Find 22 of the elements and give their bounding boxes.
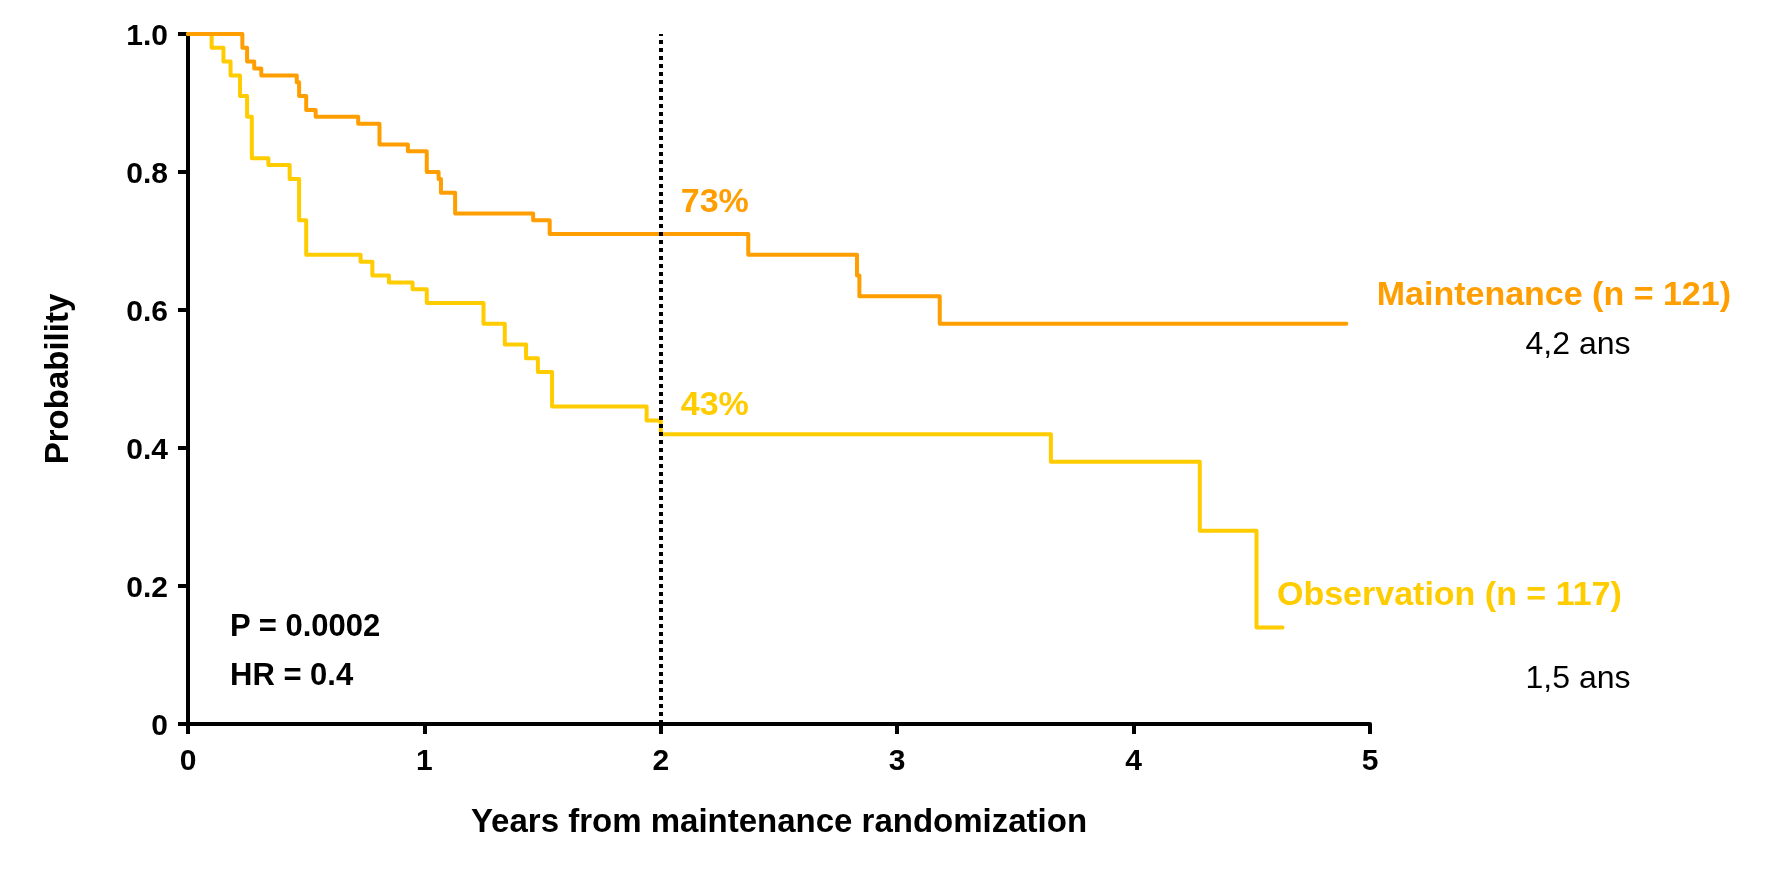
series-label: Maintenance (n = 121) [1376,274,1731,312]
y-tick-label: 0.2 [126,569,168,603]
annotation: P = 0.0002 [230,607,381,643]
y-tick-label: 0 [151,707,168,741]
y-axis-title: Probability [38,293,75,465]
x-tick-label: 0 [179,742,197,776]
x-tick-label: 5 [1361,742,1379,776]
text: 4,2 ans [1525,325,1631,361]
annotation: HR = 0.4 [230,656,354,692]
y-tick-label: 0.6 [126,293,168,327]
y-tick-label: 0.8 [126,155,168,189]
y-tick-label: 0.4 [126,431,169,465]
x-tick-label: 3 [888,742,906,776]
x-tick-label: 4 [1125,742,1143,776]
annotation: 43% [680,384,749,423]
x-tick-label: 2 [652,742,670,776]
y-tick-label: 1.0 [126,17,168,51]
annotation: 73% [680,181,749,220]
text: 1,5 ans [1525,659,1631,695]
x-axis-title: Years from maintenance randomization [470,802,1088,839]
series-label: Observation (n = 117) [1277,574,1622,612]
x-tick-label: 1 [416,742,433,776]
